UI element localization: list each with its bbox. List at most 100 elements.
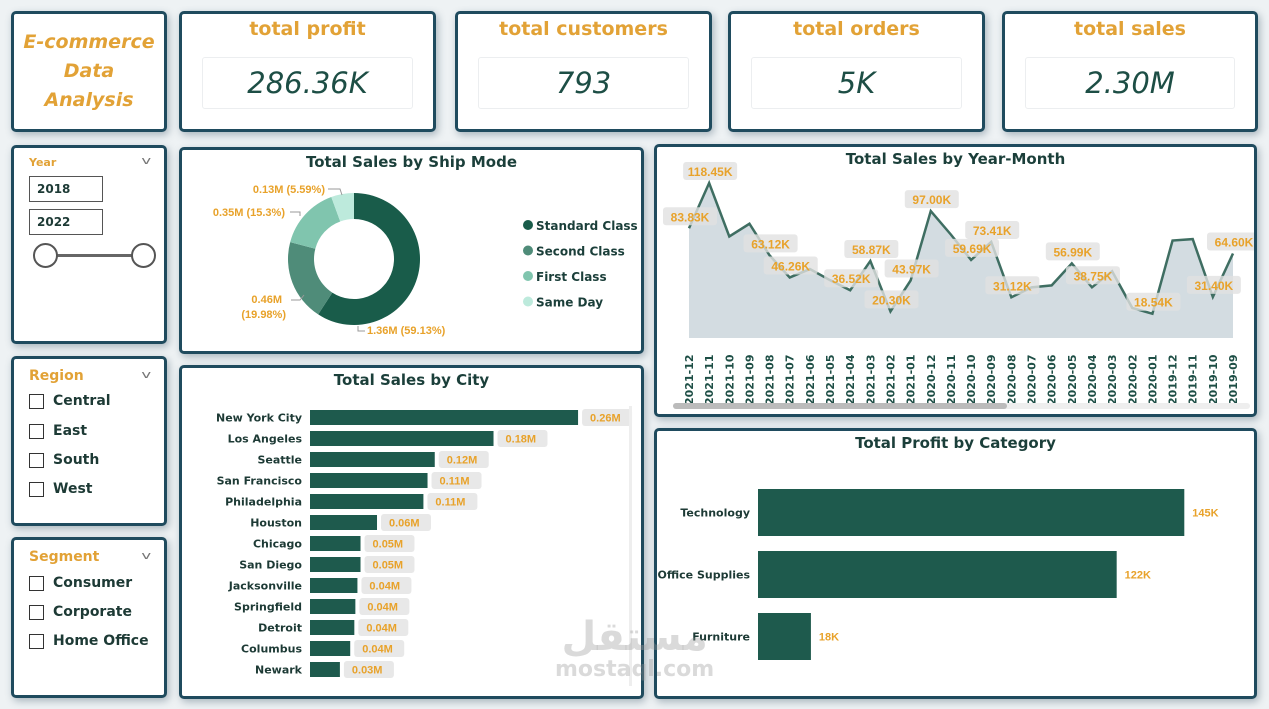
checkbox[interactable] bbox=[29, 481, 44, 497]
legend-label: First Class bbox=[536, 270, 607, 284]
bar bbox=[310, 431, 494, 446]
bar bbox=[310, 641, 351, 656]
x-tick-label: 2019-09 bbox=[1227, 355, 1240, 406]
x-tick-label: 2020-12 bbox=[925, 355, 938, 406]
data-label: 0.04M bbox=[366, 623, 397, 635]
chevron-down-icon[interactable]: v bbox=[141, 549, 152, 562]
data-label-bg bbox=[1065, 266, 1120, 285]
horizontal-scrollbar-thumb[interactable] bbox=[673, 403, 1007, 409]
data-label: 0.05M bbox=[373, 539, 404, 551]
data-label-bg bbox=[364, 556, 415, 573]
checkbox[interactable] bbox=[29, 423, 44, 439]
x-tick-label: 2021-06 bbox=[804, 354, 817, 405]
data-label: 59.69K bbox=[953, 242, 992, 256]
data-label-bg bbox=[358, 619, 409, 636]
data-label-bg bbox=[438, 451, 489, 468]
category-label: Columbus bbox=[241, 643, 302, 656]
category-label: Detroit bbox=[258, 622, 302, 635]
region-option-south[interactable]: South bbox=[29, 452, 99, 468]
category-label: San Francisco bbox=[217, 475, 303, 488]
data-label-bg bbox=[582, 409, 633, 426]
category-label: Furniture bbox=[692, 631, 750, 644]
data-label-bg bbox=[985, 276, 1040, 295]
ship-mode-chart: Total Sales by Ship Mode Standard Class S… bbox=[179, 147, 644, 354]
data-label: 83.83K bbox=[671, 210, 710, 224]
data-label: 0.12M bbox=[447, 455, 478, 467]
leader-line bbox=[291, 294, 305, 301]
scrollbar[interactable] bbox=[629, 406, 632, 686]
category-label: New York City bbox=[216, 412, 302, 425]
data-label: 122K bbox=[1125, 570, 1151, 582]
bar bbox=[310, 410, 579, 425]
kpi-value: 5K bbox=[751, 57, 962, 109]
x-tick-label: 2020-01 bbox=[1146, 355, 1159, 406]
donut-chart: Standard Class Second Class First Class Sam… bbox=[213, 184, 638, 337]
slicer-title: Segment bbox=[29, 549, 100, 565]
checkbox[interactable] bbox=[29, 633, 44, 649]
year-from-input[interactable]: 2018 bbox=[29, 176, 103, 202]
checkbox[interactable] bbox=[29, 452, 44, 468]
data-label-bg bbox=[497, 430, 548, 447]
x-tick-label: 2021-04 bbox=[844, 354, 857, 405]
x-tick-label: 2020-06 bbox=[1046, 354, 1059, 405]
x-tick-label: 2020-07 bbox=[1026, 355, 1039, 406]
slider-handle-start[interactable] bbox=[33, 243, 58, 268]
segment-option-home-office[interactable]: Home Office bbox=[29, 633, 149, 649]
kpi-value: 2.30M bbox=[1025, 57, 1235, 109]
legend-marker bbox=[523, 271, 533, 281]
checkbox[interactable] bbox=[29, 393, 44, 409]
bar bbox=[758, 489, 1185, 536]
kpi-label: total sales bbox=[1073, 18, 1186, 40]
chevron-down-icon[interactable]: v bbox=[141, 154, 152, 167]
data-label-bg bbox=[824, 269, 879, 288]
kpi-value: 793 bbox=[478, 57, 689, 109]
checkbox[interactable] bbox=[29, 575, 44, 591]
region-option-central[interactable]: Central bbox=[29, 393, 111, 409]
segment-option-consumer[interactable]: Consumer bbox=[29, 575, 132, 591]
data-label-bg bbox=[864, 290, 919, 309]
legend-label: Same Day bbox=[536, 296, 603, 310]
slider-track[interactable] bbox=[46, 254, 146, 257]
data-label-bg bbox=[663, 207, 717, 226]
data-label: 0.13M (5.59%) bbox=[253, 184, 325, 196]
data-label: 31.40K bbox=[1195, 279, 1234, 293]
data-label: 73.41K bbox=[973, 224, 1012, 238]
donut-slice-first-class bbox=[290, 197, 341, 249]
chevron-down-icon[interactable]: v bbox=[141, 368, 152, 381]
x-tick-label: 2021-05 bbox=[824, 355, 837, 406]
data-label: 38.75K bbox=[1074, 269, 1113, 283]
category-label: Springfield bbox=[234, 601, 302, 614]
x-tick-label: 2020-02 bbox=[1126, 355, 1139, 406]
x-tick-label: 2021-01 bbox=[905, 355, 918, 406]
bar bbox=[310, 578, 358, 593]
category-label: Seattle bbox=[257, 454, 302, 467]
x-tick-label: 2019-11 bbox=[1187, 355, 1200, 406]
slider-handle-end[interactable] bbox=[131, 243, 156, 268]
segment-option-corporate[interactable]: Corporate bbox=[29, 604, 132, 620]
x-tick-label: 2021-12 bbox=[683, 355, 696, 406]
data-label: 0.05M bbox=[373, 560, 404, 572]
data-label-bg bbox=[945, 238, 1000, 257]
bar bbox=[310, 662, 340, 677]
bar bbox=[310, 515, 378, 530]
data-label-bg bbox=[965, 220, 1020, 239]
data-label-bg bbox=[884, 259, 939, 278]
data-label-bg bbox=[743, 234, 798, 253]
data-label-bg bbox=[763, 256, 818, 275]
bar bbox=[310, 494, 424, 509]
chart-title: Total Sales by Ship Mode bbox=[305, 153, 518, 171]
year-to-input[interactable]: 2022 bbox=[29, 209, 103, 235]
region-option-east[interactable]: East bbox=[29, 423, 87, 439]
category-label: San Diego bbox=[239, 559, 302, 572]
checkbox[interactable] bbox=[29, 604, 44, 620]
data-label-bg bbox=[1207, 232, 1254, 251]
chart-title: Total Sales by City bbox=[333, 371, 490, 389]
x-tick-label: 2021-02 bbox=[884, 355, 897, 406]
data-label: 0.35M (15.3%) bbox=[213, 207, 285, 219]
data-label-bg bbox=[354, 640, 405, 657]
chart-title: Total Sales by Year-Month bbox=[845, 150, 1066, 168]
city-sales-chart: Total Sales by City New York City 0.26M Lo… bbox=[179, 365, 644, 699]
segment-slicer: Segment v Consumer Corporate Home Office bbox=[11, 537, 167, 698]
region-option-west[interactable]: West bbox=[29, 481, 92, 497]
data-label: 18.54K bbox=[1134, 296, 1173, 310]
